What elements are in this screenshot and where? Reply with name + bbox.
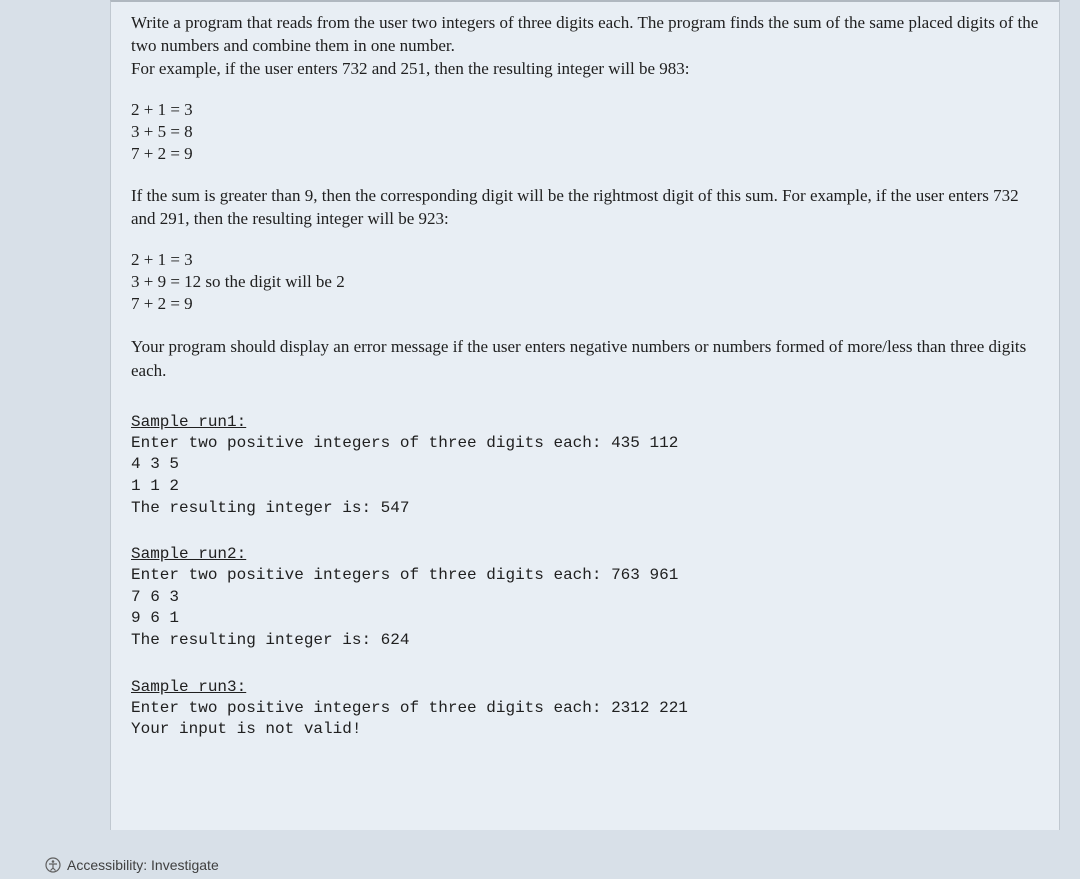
sample-output: Enter two positive integers of three dig… bbox=[131, 433, 1039, 519]
sample-run-3: Sample run3: Enter two positive integers… bbox=[131, 678, 1039, 741]
math-line: 2 + 1 = 3 bbox=[131, 249, 1039, 271]
sample-run-2: Sample run2: Enter two positive integers… bbox=[131, 545, 1039, 651]
sample-title: Sample run3: bbox=[131, 678, 1039, 696]
math-line: 3 + 5 = 8 bbox=[131, 121, 1039, 143]
sample-output: Enter two positive integers of three dig… bbox=[131, 565, 1039, 651]
math-line: 7 + 2 = 9 bbox=[131, 143, 1039, 165]
problem-intro: Write a program that reads from the user… bbox=[131, 12, 1039, 81]
accessibility-status-bar[interactable]: Accessibility: Investigate bbox=[45, 851, 219, 879]
math-line: 3 + 9 = 12 so the digit will be 2 bbox=[131, 271, 1039, 293]
math-block-1: 2 + 1 = 3 3 + 5 = 8 7 + 2 = 9 bbox=[131, 99, 1039, 165]
accessibility-label: Accessibility: Investigate bbox=[67, 857, 219, 873]
document-page: Write a program that reads from the user… bbox=[110, 0, 1060, 830]
intro-text: Write a program that reads from the user… bbox=[131, 13, 1038, 55]
math-block-2: 2 + 1 = 3 3 + 9 = 12 so the digit will b… bbox=[131, 249, 1039, 315]
sample-run-1: Sample run1: Enter two positive integers… bbox=[131, 413, 1039, 519]
error-message-description: Your program should display an error mes… bbox=[131, 335, 1039, 383]
sample-title: Sample run2: bbox=[131, 545, 1039, 563]
sample-output: Enter two positive integers of three dig… bbox=[131, 698, 1039, 741]
example1-intro: For example, if the user enters 732 and … bbox=[131, 59, 690, 78]
math-line: 7 + 2 = 9 bbox=[131, 293, 1039, 315]
math-line: 2 + 1 = 3 bbox=[131, 99, 1039, 121]
accessibility-icon bbox=[45, 857, 61, 873]
example2-intro: If the sum is greater than 9, then the c… bbox=[131, 185, 1039, 231]
sample-title: Sample run1: bbox=[131, 413, 1039, 431]
